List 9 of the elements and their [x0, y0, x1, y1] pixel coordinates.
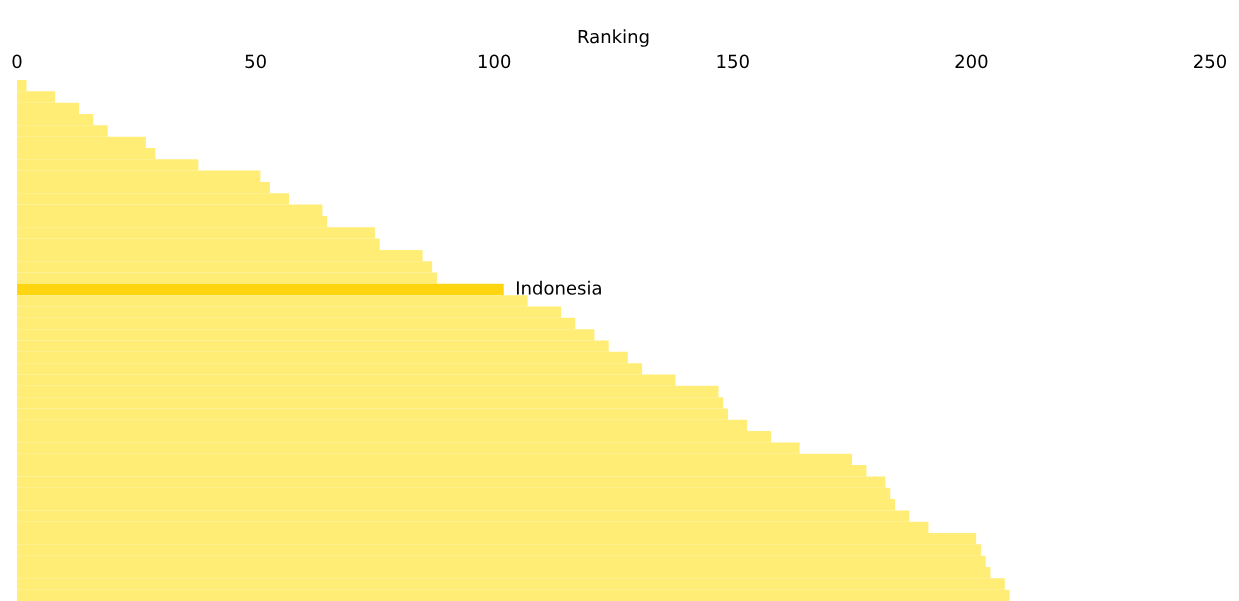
- x-tick-label: 250: [1194, 54, 1227, 69]
- x-tick-label: 0: [12, 54, 22, 69]
- bar: [17, 283, 504, 296]
- x-tick-label: 50: [245, 54, 266, 69]
- x-axis-title: Ranking: [578, 29, 649, 47]
- x-tick-label: 150: [717, 54, 749, 69]
- x-tick-label: 200: [955, 54, 988, 69]
- x-tick-label: 100: [478, 54, 511, 69]
- y-tick-label: Indonesia: [516, 280, 601, 295]
